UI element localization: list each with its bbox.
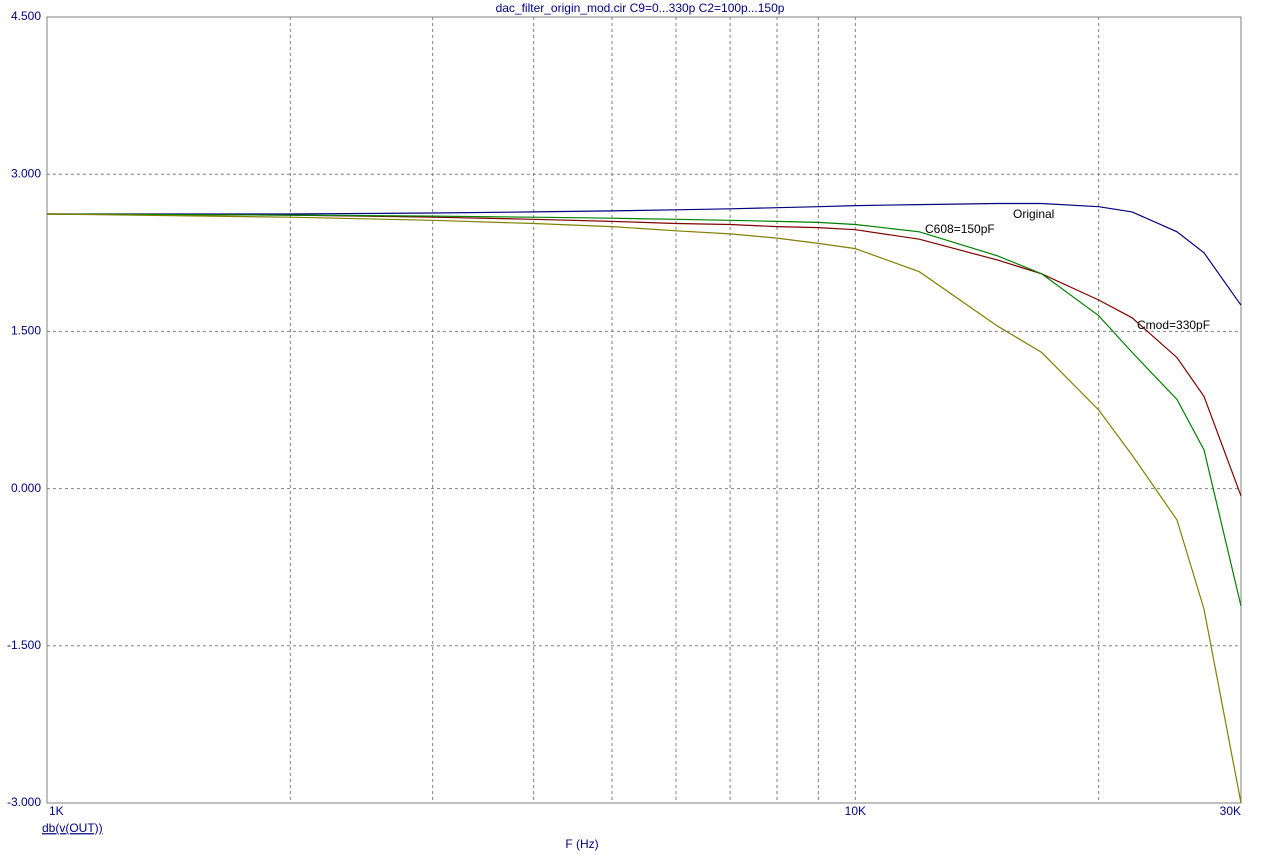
y-tick-label: 1.500 (11, 324, 41, 338)
y-tick-label: 0.000 (11, 481, 41, 495)
x-axis-label: F (Hz) (565, 837, 598, 851)
series-line (46, 213, 1242, 804)
y-tick-label: 3.000 (11, 166, 41, 180)
y-tick-label: -3.000 (7, 795, 41, 809)
x-tick-label: 10K (845, 804, 866, 818)
series-line (47, 202, 1242, 306)
series-line (46, 213, 1242, 607)
x-tick-label: 1K (49, 804, 64, 818)
x-tick-label: 30K (1220, 804, 1241, 818)
series-label: Cmod=330pF (1137, 318, 1210, 332)
series-line (46, 213, 1242, 497)
chart-title: dac_filter_origin_mod.cir C9=0...330p C2… (496, 1, 785, 15)
plot-frame (46, 16, 1242, 804)
series-label: Original (1013, 207, 1054, 221)
y-axis-label: db(v(OUT)) (42, 821, 103, 835)
series-label: C608=150pF (925, 222, 995, 236)
y-tick-label: 4.500 (11, 9, 41, 23)
y-tick-label: -1.500 (7, 638, 41, 652)
